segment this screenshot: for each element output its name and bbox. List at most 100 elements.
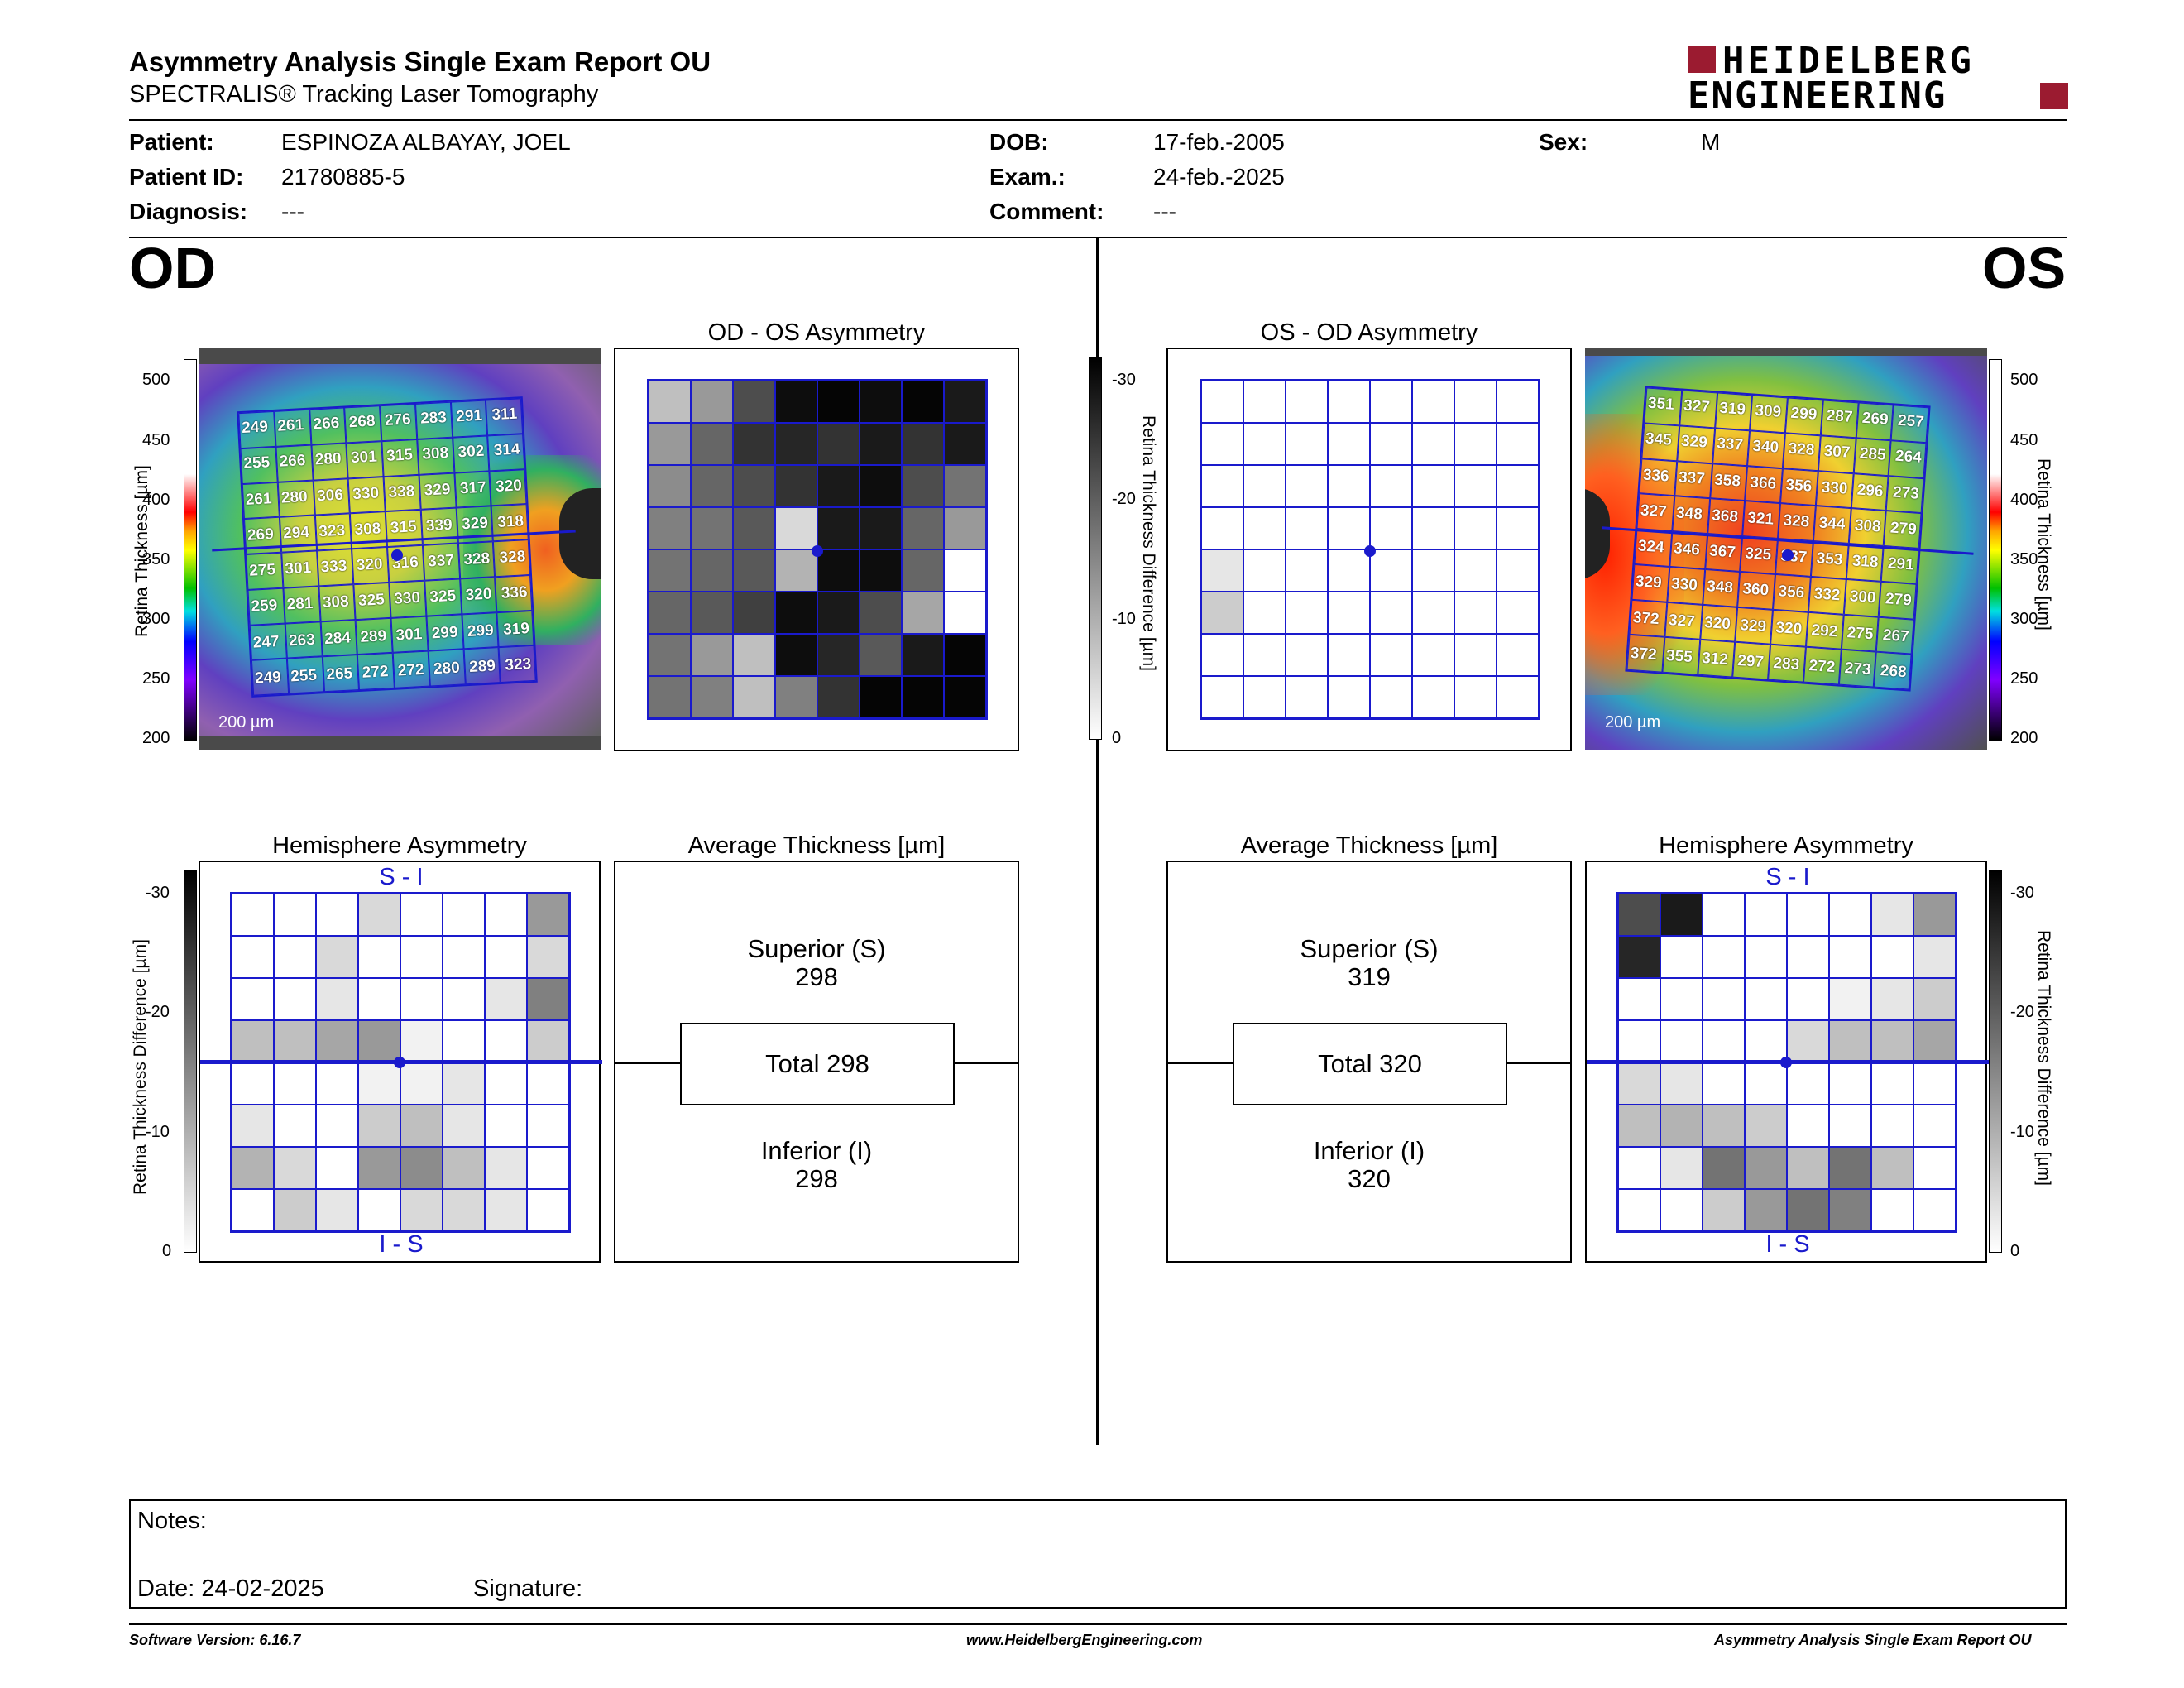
grid-cell [400, 1020, 443, 1062]
thickness-value: 328 [462, 549, 491, 569]
os-avg-panel: Superior (S) 319 Total 320 Inferior (I) … [1166, 861, 1572, 1263]
grid-cell [1618, 1189, 1660, 1231]
thickness-value: 268 [1880, 661, 1908, 681]
grid-cell [527, 1147, 569, 1189]
grid-cell [316, 894, 358, 936]
thickness-value: 283 [419, 409, 448, 428]
patient-id-value: 21780885-5 [281, 164, 405, 189]
grid-cell [860, 676, 902, 718]
grid-cell [691, 676, 733, 718]
grid-cell [1286, 634, 1328, 676]
grid-cell [316, 1062, 358, 1105]
grid-cell [1660, 1147, 1703, 1189]
notes-box[interactable]: Notes: Date: 24-02-2025 Signature: [129, 1499, 2067, 1609]
grid-cell [274, 1020, 316, 1062]
signature-label: Signature: [473, 1575, 583, 1602]
grid-cell [1328, 423, 1370, 465]
od-inferior-value: 298 [795, 1164, 838, 1193]
thickness-value: 353 [1815, 549, 1844, 569]
grid-cell [1913, 1020, 1956, 1062]
od-asym-title: OD - OS Asymmetry [707, 319, 926, 346]
grid-cell [1703, 978, 1745, 1020]
thickness-value: 281 [286, 595, 314, 614]
thickness-value: 292 [1810, 621, 1839, 640]
thickness-value: 279 [1889, 519, 1918, 539]
grid-cell [1497, 676, 1539, 718]
grid-cell [1660, 978, 1703, 1020]
grid-cell [274, 894, 316, 936]
grid-cell [1871, 978, 1913, 1020]
tick: 450 [2010, 431, 2038, 449]
grid-cell [1787, 936, 1829, 978]
grid-cell [527, 894, 569, 936]
thickness-value: 329 [424, 480, 451, 500]
grid-cell [358, 1105, 400, 1147]
grid-cell [274, 1105, 316, 1147]
thickness-value: 345 [1645, 429, 1673, 449]
grid-cell [1243, 549, 1286, 592]
grid-cell [775, 465, 817, 507]
grid-cell [232, 1147, 274, 1189]
grid-cell [1829, 1105, 1871, 1147]
grid-cell [1618, 1020, 1660, 1062]
axis-label: Retina Thickness Difference [µm] [131, 939, 150, 1195]
thickness-value: 351 [1647, 394, 1675, 414]
thickness-value: 273 [1892, 483, 1920, 503]
logo-line1: HEIDELBERG [1722, 40, 1975, 82]
grid-cell [1660, 1062, 1703, 1105]
grid-cell [733, 634, 775, 676]
thickness-value: 308 [1854, 516, 1882, 536]
thickness-value: 358 [1713, 471, 1741, 491]
thickness-value: 329 [461, 514, 489, 533]
grid-cell [902, 634, 944, 676]
thickness-value: 275 [248, 561, 276, 580]
grid-cell [1660, 1020, 1703, 1062]
thickness-value: 291 [1887, 554, 1915, 574]
tick: 0 [2010, 1242, 2020, 1260]
grid-cell [1328, 592, 1370, 634]
grid-cell [649, 549, 691, 592]
grid-cell [1201, 423, 1243, 465]
os-inferior-label: Inferior (I) [1313, 1136, 1425, 1165]
thickness-value: 367 [1708, 542, 1736, 562]
os-inferior-value: 320 [1348, 1164, 1391, 1193]
grid-cell [1412, 507, 1454, 549]
grid-cell [316, 1020, 358, 1062]
thickness-value: 340 [1751, 437, 1779, 458]
grid-cell [1871, 1062, 1913, 1105]
grid-cell [1286, 676, 1328, 718]
grid-cell [775, 676, 817, 718]
tick: -30 [2010, 884, 2034, 902]
thickness-value: 332 [1813, 585, 1842, 605]
thickness-value: 315 [390, 517, 418, 537]
grid-cell [817, 549, 860, 592]
thickness-value: 337 [427, 551, 455, 571]
grid-cell [1201, 507, 1243, 549]
grid-cell [1412, 549, 1454, 592]
thickness-value: 265 [325, 664, 353, 683]
thickness-value: 366 [1749, 473, 1777, 493]
grid-cell [1454, 592, 1497, 634]
date-label: Date: 24-02-2025 [137, 1575, 324, 1602]
website-link[interactable]: www.HeidelbergEngineering.com [966, 1632, 1203, 1648]
grid-cell [1660, 936, 1703, 978]
grid-cell [691, 465, 733, 507]
grid-cell [1618, 1105, 1660, 1147]
grid-cell [358, 936, 400, 978]
grid-cell [1703, 1189, 1745, 1231]
grid-cell [1497, 381, 1539, 423]
patient-divider [129, 237, 2067, 238]
thickness-value: 372 [1630, 644, 1658, 664]
grid-cell [1328, 676, 1370, 718]
thickness-value: 291 [455, 406, 483, 426]
thickness-value: 325 [357, 591, 386, 611]
thickness-value: 337 [1678, 468, 1706, 488]
thickness-value: 280 [314, 450, 342, 469]
grid-cell [1286, 549, 1328, 592]
thickness-value: 302 [457, 442, 485, 462]
report-title: Asymmetry Analysis Single Exam Report OU [129, 46, 711, 77]
grid-cell [400, 894, 443, 936]
grid-cell [485, 936, 527, 978]
grid-cell [1454, 676, 1497, 718]
grid-cell [1201, 592, 1243, 634]
